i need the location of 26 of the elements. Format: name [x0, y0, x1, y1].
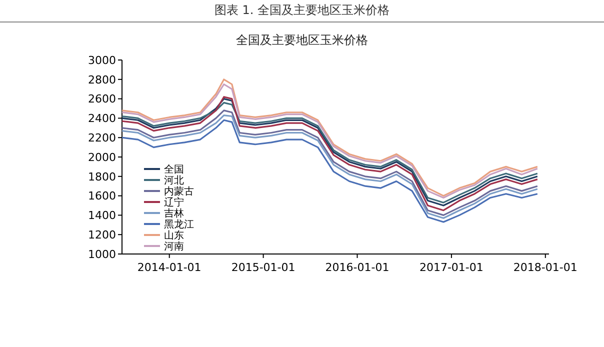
- y-tick-label: 1000: [88, 248, 116, 261]
- chart-subtitle: 全国及主要地区玉米价格: [236, 33, 368, 47]
- y-tick-label: 2000: [88, 150, 116, 164]
- x-tick-label: 2018-01-01: [513, 261, 578, 274]
- y-tick-label: 1800: [88, 170, 116, 184]
- legend-label: 全国: [164, 164, 184, 176]
- y-tick-label: 2400: [88, 112, 116, 126]
- x-tick-label: 2017-01-01: [419, 261, 484, 274]
- legend-label: 辽宁: [164, 196, 184, 208]
- legend-label: 山东: [164, 230, 184, 242]
- y-tick-label: 1600: [88, 190, 116, 203]
- y-tick-label: 3000: [88, 54, 116, 67]
- x-tick-label: 2016-01-01: [325, 261, 390, 274]
- y-tick-label: 2800: [88, 73, 116, 86]
- chart-title: 图表 1. 全国及主要地区玉米价格: [214, 3, 390, 17]
- legend-label: 河北: [164, 174, 184, 186]
- y-tick-label: 2200: [88, 131, 116, 144]
- legend-label: 内蒙古: [164, 186, 194, 198]
- legend-label: 黑龙江: [164, 218, 194, 230]
- legend-label: 河南: [164, 240, 184, 252]
- legend-label: 吉林: [164, 208, 184, 220]
- x-tick-label: 2014-01-01: [137, 261, 202, 274]
- y-tick-label: 1400: [88, 209, 116, 222]
- x-tick-label: 2015-01-01: [231, 261, 296, 274]
- y-tick-label: 2600: [88, 92, 116, 106]
- y-tick-label: 1200: [88, 228, 116, 242]
